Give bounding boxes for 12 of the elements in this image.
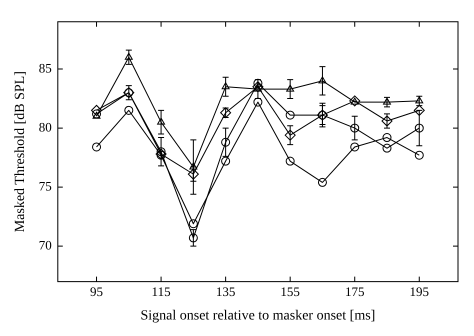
x-tick-label: 195 [410, 284, 430, 299]
x-tick-label: 155 [280, 284, 300, 299]
x-tick-label: 135 [216, 284, 236, 299]
x-axis-title: Signal onset relative to masker onset [ms] [140, 308, 376, 324]
y-tick-label: 70 [38, 238, 52, 253]
x-tick-label: 115 [152, 284, 171, 299]
x-tick-label: 175 [344, 284, 364, 299]
x-tick-label: 95 [90, 284, 104, 299]
y-tick-label: 80 [38, 120, 52, 135]
y-axis-title: Masked Threshold [dB SPL] [13, 71, 28, 232]
y-tick-label: 85 [38, 60, 52, 76]
y-tick-label: 75 [38, 178, 52, 194]
